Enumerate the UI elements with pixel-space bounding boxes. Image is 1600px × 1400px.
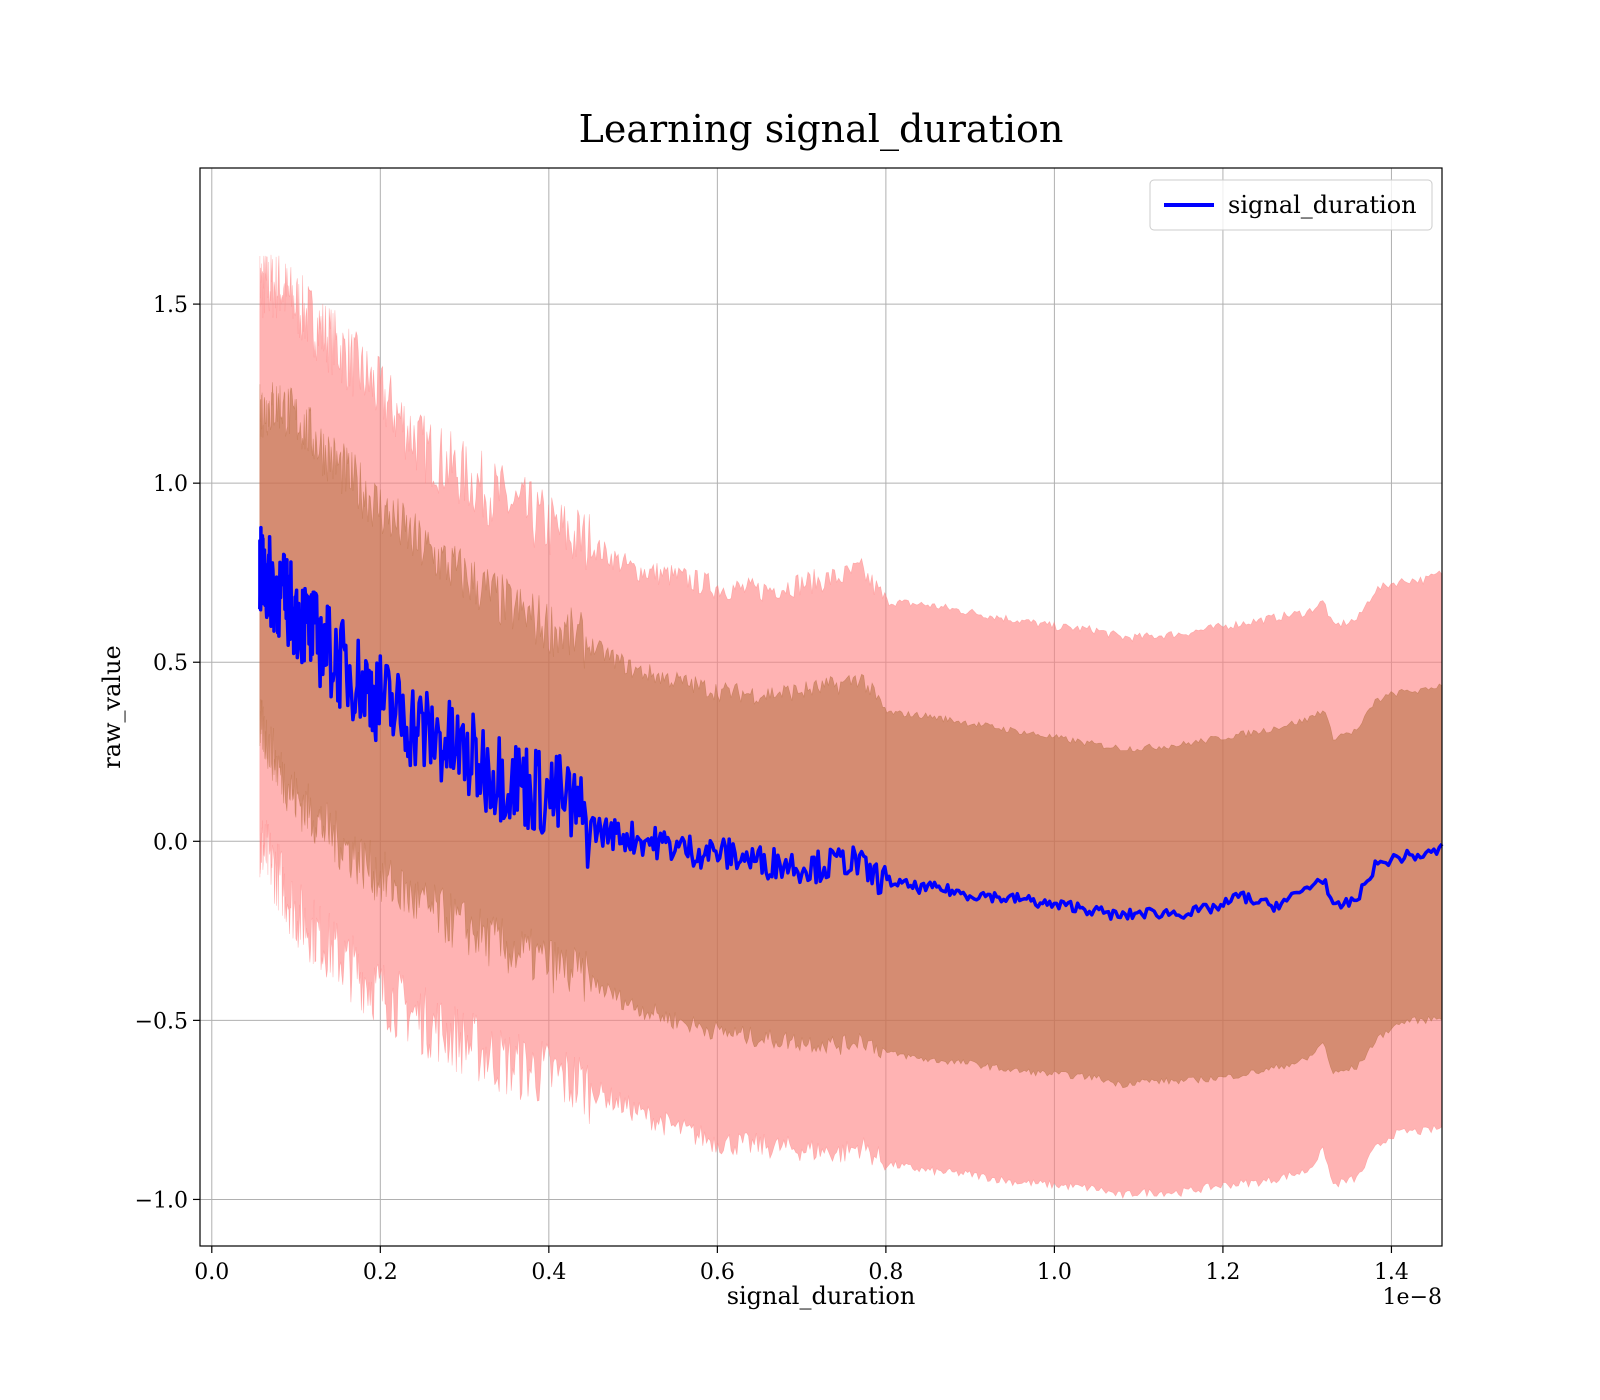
x-axis-label: signal_duration — [727, 1282, 916, 1310]
plot-area-frame — [199, 167, 1443, 1247]
x-axis-offset-text: 1e−8 — [1383, 1285, 1442, 1310]
y-tick-label: 1.0 — [153, 472, 188, 497]
chart-title: Learning signal_duration — [579, 107, 1064, 152]
axis-ticks: 0.0 0.2 0.4 0.6 0.8 1.0 1.2 1.4 −1.0 −0.5 0.0 0.5 1.… — [135, 293, 1409, 1285]
y-tick-label: 0.0 — [153, 830, 188, 855]
y-tick-label: 0.5 — [153, 651, 188, 676]
legend: signal_duration — [1149, 179, 1433, 231]
series-line-signal-duration — [258, 525, 1444, 921]
x-tick-label: 0.4 — [531, 1260, 566, 1285]
y-tick-label: −1.0 — [135, 1188, 188, 1213]
series-lines — [258, 525, 1444, 921]
y-tick-label: −0.5 — [135, 1009, 188, 1034]
x-tick-label: 0.0 — [194, 1260, 229, 1285]
x-tick-label: 1.0 — [1037, 1260, 1072, 1285]
legend-box — [1149, 179, 1433, 231]
legend-label-signal-duration: signal_duration — [1228, 191, 1417, 219]
x-tick-label: 1.4 — [1374, 1260, 1409, 1285]
y-axis-label: raw_value — [98, 645, 126, 769]
x-tick-label: 0.8 — [868, 1260, 903, 1285]
x-tick-label: 1.2 — [1205, 1260, 1240, 1285]
x-tick-label: 0.6 — [700, 1260, 735, 1285]
y-tick-label: 1.5 — [153, 293, 188, 318]
x-tick-label: 0.2 — [363, 1260, 398, 1285]
